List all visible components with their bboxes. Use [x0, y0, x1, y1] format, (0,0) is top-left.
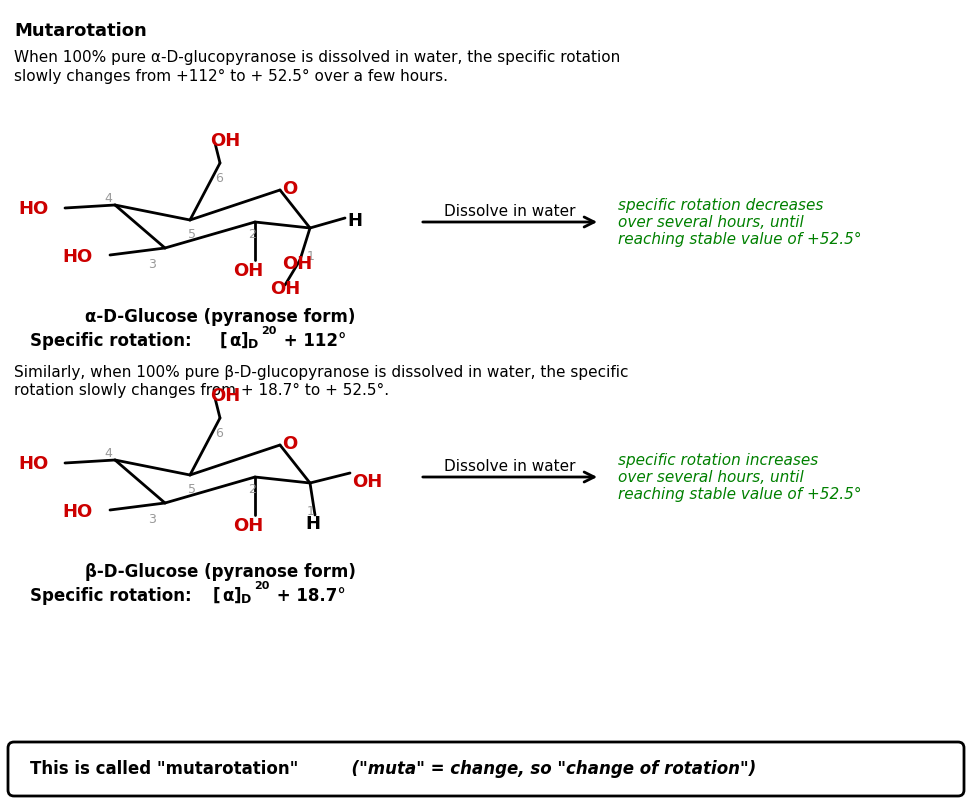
Text: 5: 5: [188, 483, 196, 496]
Text: O: O: [282, 435, 297, 453]
Text: 1: 1: [307, 505, 315, 518]
Text: reaching stable value of +52.5°: reaching stable value of +52.5°: [618, 487, 861, 502]
Text: This is called "mutarotation": This is called "mutarotation": [30, 760, 298, 778]
Text: Specific rotation:: Specific rotation:: [30, 587, 197, 605]
Text: β-D-Glucose (pyranose form): β-D-Glucose (pyranose form): [85, 563, 356, 581]
Text: + 112°: + 112°: [278, 332, 346, 350]
Text: 20: 20: [254, 581, 269, 591]
Text: Similarly, when 100% pure β-D-glucopyranose is dissolved in water, the specific: Similarly, when 100% pure β-D-glucopyran…: [14, 365, 629, 380]
Text: OH: OH: [210, 387, 240, 405]
Text: rotation slowly changes from + 18.7° to + 52.5°.: rotation slowly changes from + 18.7° to …: [14, 383, 389, 398]
Text: specific rotation increases: specific rotation increases: [618, 453, 818, 468]
Text: Dissolve in water: Dissolve in water: [444, 204, 575, 219]
Text: H: H: [305, 515, 320, 533]
Text: HO: HO: [18, 455, 49, 473]
Text: OH: OH: [233, 517, 263, 535]
Text: OH: OH: [233, 262, 263, 280]
Text: α: α: [222, 587, 233, 605]
Text: 20: 20: [261, 326, 276, 336]
Text: HO: HO: [18, 200, 49, 218]
Text: over several hours, until: over several hours, until: [618, 470, 804, 485]
Text: D: D: [248, 338, 259, 351]
Text: 5: 5: [188, 228, 196, 241]
Text: OH: OH: [270, 280, 300, 298]
Text: α-D-Glucose (pyranose form): α-D-Glucose (pyranose form): [85, 308, 356, 326]
Text: HO: HO: [62, 248, 92, 266]
FancyBboxPatch shape: [8, 742, 964, 796]
Text: O: O: [282, 180, 297, 198]
Text: 6: 6: [215, 427, 223, 440]
Text: 2: 2: [248, 228, 256, 241]
Text: specific rotation decreases: specific rotation decreases: [618, 198, 823, 213]
Text: OH: OH: [352, 473, 382, 491]
Text: [: [: [213, 587, 221, 605]
Text: 3: 3: [148, 513, 156, 526]
Text: OH: OH: [282, 255, 312, 273]
Text: 3: 3: [148, 258, 156, 271]
Text: over several hours, until: over several hours, until: [618, 215, 804, 230]
Text: Mutarotation: Mutarotation: [14, 22, 147, 40]
Text: 2: 2: [248, 483, 256, 496]
Text: H: H: [347, 212, 362, 230]
Text: [: [: [220, 332, 227, 350]
Text: 4: 4: [104, 192, 112, 205]
Text: ]: ]: [234, 587, 241, 605]
Text: HO: HO: [62, 503, 92, 521]
Text: + 18.7°: + 18.7°: [271, 587, 346, 605]
Text: OH: OH: [210, 132, 240, 150]
Text: ("muta" = change, so "change of rotation"): ("muta" = change, so "change of rotation…: [340, 760, 756, 778]
Text: 1: 1: [307, 250, 315, 263]
Text: ]: ]: [241, 332, 249, 350]
Text: D: D: [241, 593, 251, 606]
Text: Dissolve in water: Dissolve in water: [444, 459, 575, 474]
Text: 4: 4: [104, 447, 112, 460]
Text: Specific rotation:: Specific rotation:: [30, 332, 203, 350]
Text: 6: 6: [215, 172, 223, 185]
Text: When 100% pure α-D-glucopyranose is dissolved in water, the specific rotation: When 100% pure α-D-glucopyranose is diss…: [14, 50, 620, 65]
Text: reaching stable value of +52.5°: reaching stable value of +52.5°: [618, 232, 861, 247]
Text: α: α: [229, 332, 240, 350]
Text: slowly changes from +112° to + 52.5° over a few hours.: slowly changes from +112° to + 52.5° ove…: [14, 69, 448, 84]
